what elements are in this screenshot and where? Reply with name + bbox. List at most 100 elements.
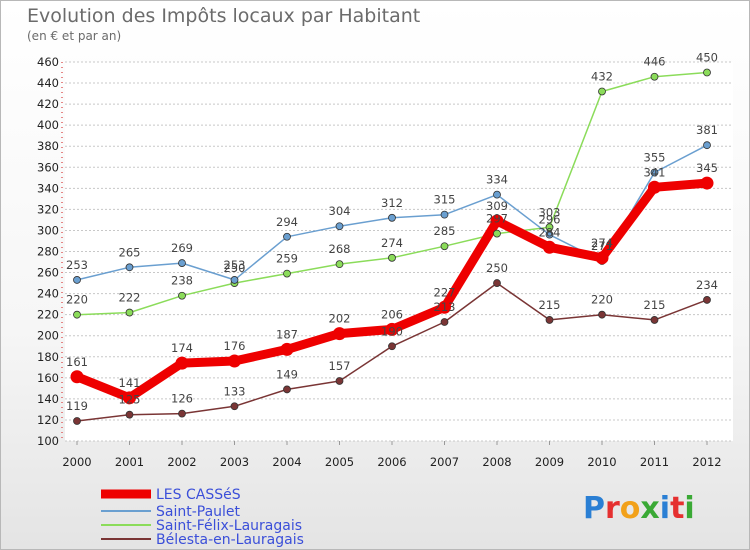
point-1-2009 (545, 230, 554, 239)
x-tick-2011: 2011 (640, 455, 669, 469)
data-label-0-2000: 161 (66, 355, 88, 369)
data-label-1-2011: 355 (644, 151, 666, 165)
data-label-0-2005: 202 (329, 312, 351, 326)
data-label-3-2000: 119 (66, 399, 88, 413)
point-0-2001 (123, 391, 136, 405)
data-label-1-2008: 334 (486, 173, 508, 187)
data-label-3-2011: 215 (644, 298, 666, 312)
data-label-0-2002: 174 (171, 341, 193, 355)
data-label-0-2007: 227 (434, 285, 456, 299)
point-0-2011 (648, 180, 661, 194)
y-tick-260: 260 (37, 266, 59, 280)
point-3-2010 (598, 310, 606, 319)
data-label-1-2003: 253 (224, 258, 246, 272)
y-tick-240: 240 (37, 287, 59, 301)
point-1-2003 (230, 276, 239, 284)
legend-label-1: Saint-Paulet (156, 504, 241, 520)
chart-title: Evolution des Impôts locaux par Habitant (27, 5, 420, 27)
y-tick-420: 420 (37, 97, 59, 111)
data-label-1-2002: 269 (171, 241, 193, 255)
point-3-2007 (440, 318, 449, 326)
x-tick-2009: 2009 (535, 455, 564, 469)
data-label-0-2003: 176 (224, 339, 246, 353)
data-label-2-2005: 268 (329, 242, 351, 256)
data-label-2-2003: 250 (224, 261, 246, 275)
data-label-3-2001: 125 (119, 393, 141, 407)
y-tick-280: 280 (37, 245, 59, 259)
data-label-0-2010: 274 (591, 236, 613, 250)
data-label-1-2004: 294 (276, 215, 298, 229)
y-tick-140: 140 (37, 392, 59, 406)
y-tick-220: 220 (37, 308, 59, 322)
x-tick-2000: 2000 (62, 455, 91, 469)
point-1-2004 (283, 232, 291, 241)
data-label-0-2001: 141 (119, 376, 141, 390)
point-3-2006 (388, 342, 396, 351)
x-tick-2006: 2006 (377, 455, 406, 469)
x-tick-2010: 2010 (587, 455, 616, 469)
data-label-2-2007: 285 (434, 224, 456, 238)
point-1-2006 (388, 213, 396, 222)
data-label-0-2004: 187 (276, 327, 298, 341)
point-1-2011 (650, 168, 659, 177)
y-tick-440: 440 (37, 76, 59, 90)
point-0-2002 (175, 356, 189, 370)
point-2-2000 (73, 310, 81, 319)
y-tick-100: 100 (37, 434, 59, 448)
data-label-1-2005: 304 (329, 204, 351, 218)
legend-label-0: LES CASSéS (156, 487, 241, 503)
data-label-2-2001: 222 (119, 291, 141, 305)
data-label-1-2007: 315 (434, 193, 456, 207)
data-label-2-2004: 259 (276, 252, 298, 266)
y-tick-460: 460 (37, 55, 59, 69)
point-1-2005 (335, 222, 344, 231)
point-3-2009 (545, 316, 554, 324)
data-label-2-2006: 274 (381, 236, 403, 250)
data-label-3-2012: 234 (696, 278, 718, 292)
point-0-2000 (70, 370, 84, 384)
y-tick-200: 200 (37, 329, 59, 343)
point-0-2009 (543, 240, 556, 254)
logo-text: Proxiti (583, 491, 695, 526)
data-label-3-2005: 157 (329, 359, 351, 373)
x-tick-2002: 2002 (167, 455, 196, 469)
y-tick-400: 400 (37, 118, 59, 132)
data-label-1-2006: 312 (381, 196, 403, 210)
point-1-2000 (73, 276, 81, 284)
y-tick-120: 120 (37, 413, 59, 427)
point-3-2011 (650, 316, 659, 324)
point-3-2003 (230, 402, 239, 411)
point-2-2004 (283, 269, 291, 278)
y-tick-180: 180 (37, 350, 59, 364)
series-points (70, 68, 714, 425)
data-label-3-2004: 149 (276, 367, 298, 381)
data-labels: 161 141 174 176 187 202 206 227 309 284 274 341 345 2… (66, 51, 718, 413)
y-tick-320: 320 (37, 202, 59, 216)
x-tick-2004: 2004 (272, 455, 301, 469)
y-tick-300: 300 (37, 223, 59, 237)
point-0-2010 (595, 251, 609, 265)
data-label-3-2002: 126 (171, 392, 193, 406)
data-label-1-2000: 253 (66, 258, 88, 272)
point-2-2005 (335, 260, 344, 269)
point-2-2002 (178, 291, 186, 300)
x-tick-2008: 2008 (482, 455, 511, 469)
point-0-2005 (333, 327, 346, 341)
point-2-2012 (703, 68, 711, 77)
point-2-2007 (440, 242, 449, 251)
data-label-3-2007: 213 (434, 300, 456, 314)
point-1-2007 (440, 210, 449, 219)
data-label-2-2012: 450 (696, 51, 718, 65)
x-axis-ticks: 2000 2001 2002 2003 2004 2005 2006 2007 2008 2009… (62, 441, 722, 469)
x-tick-2001: 2001 (115, 455, 144, 469)
point-2-2001 (125, 308, 134, 317)
point-3-2008 (493, 279, 501, 287)
y-tick-160: 160 (37, 371, 59, 385)
point-3-2012 (703, 296, 711, 304)
legend-label-2: Saint-Félix-Lauragais (156, 518, 302, 534)
data-label-2-2010: 432 (591, 69, 613, 83)
data-label-2-2009: 303 (539, 205, 561, 219)
data-label-1-2010: 271 (591, 239, 613, 253)
chart-subtitle: (en € et par an) (27, 29, 121, 43)
